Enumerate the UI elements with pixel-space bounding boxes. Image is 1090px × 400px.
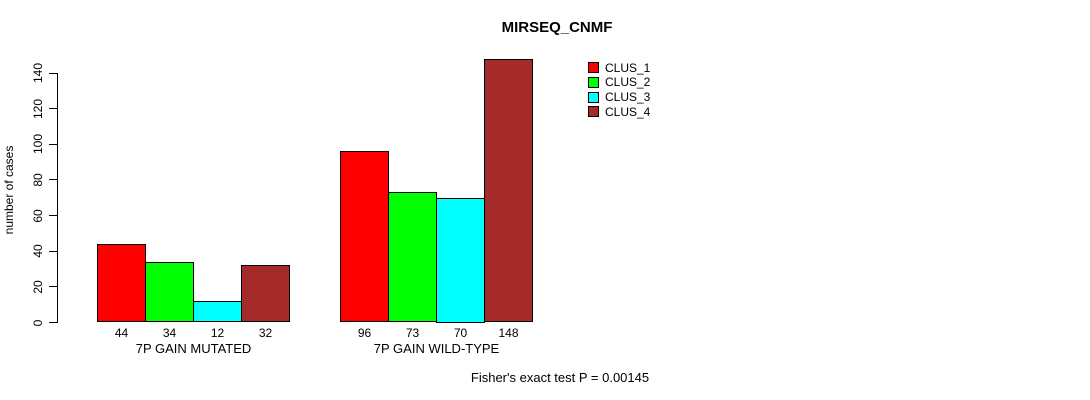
y-axis-tick-label: 140: [31, 62, 45, 84]
bar-value-label: 32: [258, 326, 273, 340]
x-axis-group-label: 7P GAIN MUTATED: [135, 341, 252, 356]
y-axis-tick-label: 20: [31, 280, 45, 294]
bar-clus_2-group1: [145, 261, 194, 323]
y-axis-tick: [49, 179, 57, 181]
y-axis-tick: [49, 250, 57, 252]
legend-swatch-clus_2: [588, 76, 599, 88]
bar-value-label: 148: [498, 326, 519, 340]
y-axis-tick: [49, 215, 57, 217]
y-axis-tick-label: 60: [31, 208, 45, 223]
bar-clus_4-group1: [241, 265, 290, 323]
y-axis-tick-label: 40: [31, 244, 45, 258]
y-axis-tick: [49, 322, 57, 323]
legend-label-clus_4: CLUS_4: [605, 104, 651, 119]
chart-title: MIRSEQ_CNMF: [501, 19, 613, 36]
legend-swatch-clus_4: [588, 106, 599, 118]
bar-clus_1-group1: [97, 244, 146, 323]
y-axis-tick-label: 120: [31, 98, 45, 119]
y-axis-tick: [49, 108, 57, 110]
y-axis-line: [57, 73, 58, 323]
bar-value-label: 34: [162, 326, 177, 340]
bar-value-label: 44: [114, 326, 129, 340]
bar-clus_4-group2: [484, 58, 533, 323]
bar-clus_3-group2: [436, 197, 485, 323]
x-axis-group-label: 7P GAIN WILD-TYPE: [373, 341, 500, 356]
bar-value-label: 96: [357, 326, 372, 340]
bar-value-label: 73: [405, 326, 420, 340]
y-axis-tick-label: 80: [31, 173, 45, 187]
y-axis-tick-label: 0: [31, 319, 45, 326]
bar-clus_3-group1: [193, 301, 242, 323]
y-axis-tick: [49, 286, 57, 288]
bar-clus_1-group2: [340, 151, 389, 323]
y-axis-tick: [49, 72, 57, 74]
bar-value-label: 12: [210, 326, 225, 340]
y-axis-tick-label: 100: [31, 134, 45, 155]
y-axis-title: number of cases: [2, 145, 16, 235]
bar-value-label: 70: [453, 326, 468, 340]
legend-swatch-clus_3: [588, 91, 599, 103]
fisher-test-annotation: Fisher's exact test P = 0.00145: [470, 370, 650, 385]
legend-label-clus_2: CLUS_2: [605, 75, 651, 90]
legend-label-clus_3: CLUS_3: [605, 90, 651, 105]
legend-swatch-clus_1: [588, 62, 599, 73]
legend-label-clus_1: CLUS_1: [605, 60, 651, 75]
y-axis-tick: [49, 143, 57, 145]
bar-clus_2-group2: [388, 192, 437, 323]
